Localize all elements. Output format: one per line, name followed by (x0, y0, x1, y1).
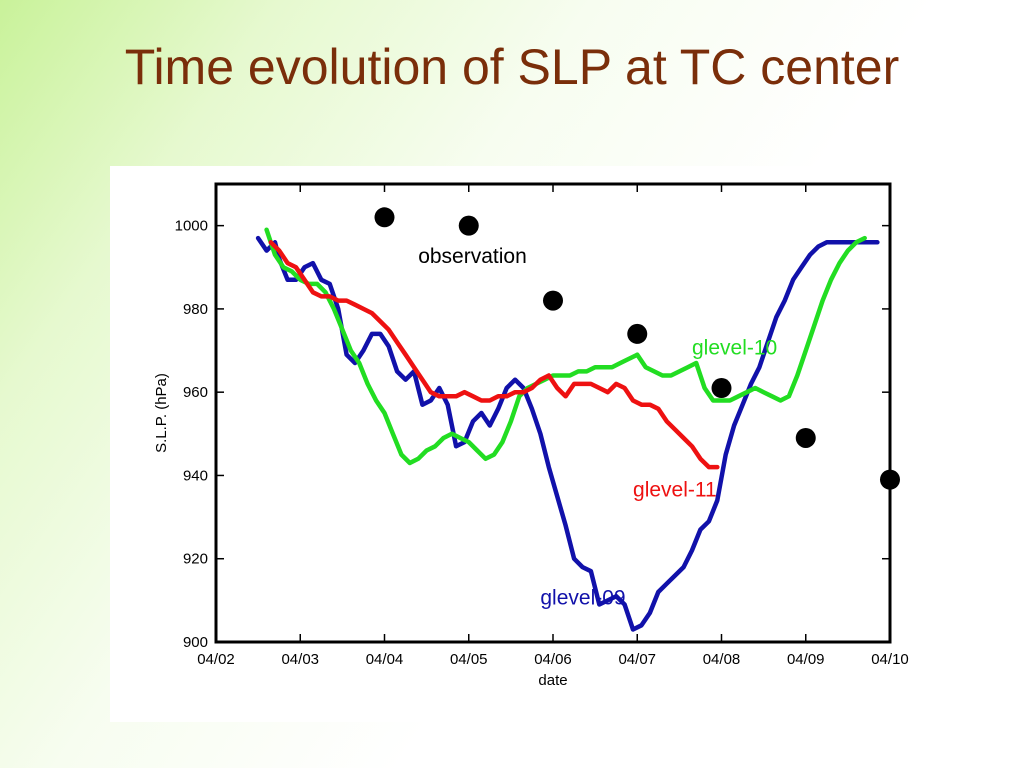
x-tick-label: 04/09 (787, 651, 825, 668)
x-tick-label: 04/05 (450, 651, 488, 668)
x-tick-label: 04/07 (618, 651, 656, 668)
y-tick-label: 920 (183, 551, 208, 568)
x-axis-label: date (538, 672, 567, 689)
chart-panel: 900 920 940 960 980 1000 04/02 04/03 04/04 04/05… (110, 166, 918, 722)
x-axis-ticks: 04/02 04/03 04/04 04/05 04/06 04/07 04/08 04/09… (197, 184, 909, 668)
observation-point (795, 427, 816, 448)
plot-frame (214, 182, 892, 644)
x-tick-label: 04/02 (197, 651, 235, 668)
slide-title: Time evolution of SLP at TC center (124, 39, 900, 95)
observation-point (627, 323, 648, 344)
series-annotation: glevel-11 (633, 478, 717, 501)
x-tick-label: 04/10 (871, 651, 909, 668)
series-layer (255, 207, 900, 632)
series-annotation: glevel-10 (692, 337, 777, 360)
observation-point (880, 469, 900, 490)
x-tick-label: 04/04 (366, 651, 404, 668)
y-axis-ticks: 900 920 940 960 980 1000 (175, 218, 890, 651)
x-tick-label: 04/03 (281, 651, 319, 668)
y-tick-label: 1000 (175, 218, 208, 235)
y-axis-label: S.L.P. (hPa) (153, 373, 170, 453)
observation-point (543, 290, 563, 311)
x-tick-label: 04/06 (534, 651, 572, 668)
y-tick-label: 980 (183, 301, 208, 318)
y-tick-label: 960 (183, 384, 208, 401)
observation-point (374, 207, 395, 228)
annotation-layer: observation glevel-10 glevel-11 glevel-09 (418, 245, 777, 609)
series-annotation: observation (418, 245, 527, 268)
x-tick-label: 04/08 (703, 651, 741, 668)
y-tick-label: 940 (183, 467, 208, 484)
series-annotation: glevel-09 (540, 587, 625, 610)
slp-chart: 900 920 940 960 980 1000 04/02 04/03 04/04 04/05… (153, 182, 909, 689)
observation-point (711, 378, 732, 399)
y-tick-label: 900 (183, 634, 208, 651)
observation-point (458, 215, 479, 236)
series-line-glevel-11 (268, 240, 720, 470)
series-line-glevel-10 (264, 227, 867, 466)
series-line-glevel-09 (255, 235, 880, 632)
